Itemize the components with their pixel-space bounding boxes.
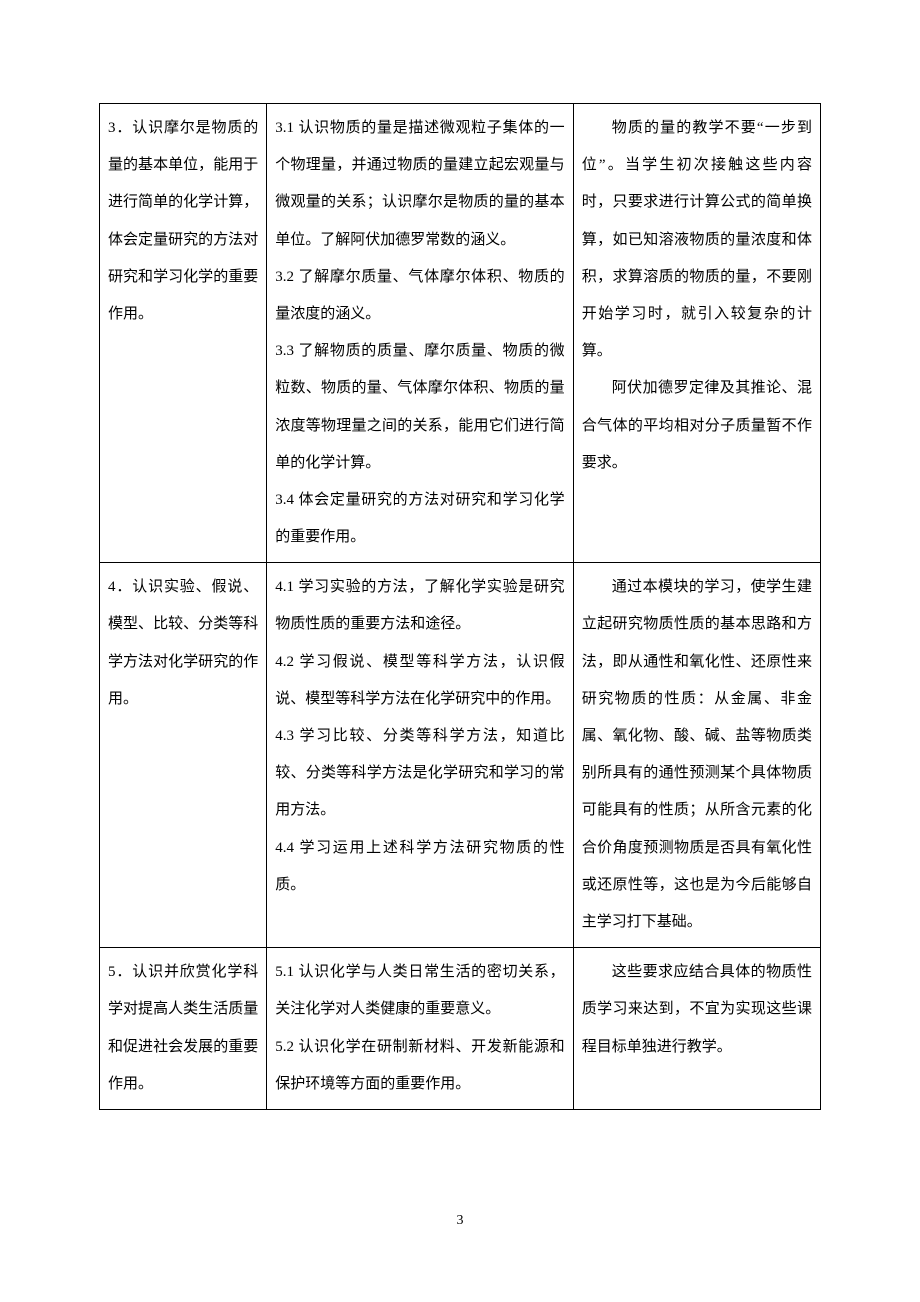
cell-paragraph: 5.1 认识化学与人类日常生活的密切关系，关注化学对人类健康的重要意义。 — [275, 954, 564, 1028]
cell-paragraph: 4.3 学习比较、分类等科学方法，知道比较、分类等科学方法是化学研究和学习的常用… — [275, 718, 564, 830]
curriculum-table: 3．认识摩尔是物质的量的基本单位，能用于进行简单的化学计算，体会定量研究的方法对… — [99, 103, 821, 1110]
cell-paragraph: 5.2 认识化学在研制新材料、开发新能源和保护环境等方面的重要作用。 — [275, 1029, 564, 1103]
table-cell-standard: 5．认识并欣赏化学科学对提高人类生活质量和促进社会发展的重要作用。 — [100, 948, 267, 1110]
cell-paragraph: 3.1 认识物质的量是描述微观粒子集体的一个物理量，并通过物质的量建立起宏观量与… — [275, 110, 564, 259]
cell-text: 5．认识并欣赏化学科学对提高人类生活质量和促进社会发展的重要作用。 — [108, 964, 258, 1092]
table-cell-standard: 4．认识实验、假说、模型、比较、分类等科学方法对化学研究的作用。 — [100, 563, 267, 948]
cell-paragraph: 阿伏加德罗定律及其推论、混合气体的平均相对分子质量暂不作要求。 — [582, 370, 812, 482]
table-cell-note: 这些要求应结合具体的物质性质学习来达到，不宜为实现这些课程目标单独进行教学。 — [573, 948, 820, 1110]
cell-text: 3．认识摩尔是物质的量的基本单位，能用于进行简单的化学计算，体会定量研究的方法对… — [108, 120, 258, 322]
cell-paragraph: 3.4 体会定量研究的方法对研究和学习化学的重要作用。 — [275, 482, 564, 556]
cell-paragraph: 3.2 了解摩尔质量、气体摩尔体积、物质的量浓度的涵义。 — [275, 259, 564, 333]
page-number: 3 — [0, 1213, 920, 1229]
table-cell-note: 通过本模块的学习，使学生建立起研究物质性质的基本思路和方法，即从通性和氧化性、还… — [573, 563, 820, 948]
table-row: 5．认识并欣赏化学科学对提高人类生活质量和促进社会发展的重要作用。 5.1 认识… — [100, 948, 821, 1110]
cell-paragraph: 4.2 学习假说、模型等科学方法，认识假说、模型等科学方法在化学研究中的作用。 — [275, 644, 564, 718]
table-row: 4．认识实验、假说、模型、比较、分类等科学方法对化学研究的作用。 4.1 学习实… — [100, 563, 821, 948]
cell-paragraph: 通过本模块的学习，使学生建立起研究物质性质的基本思路和方法，即从通性和氧化性、还… — [582, 569, 812, 941]
table-cell-detail: 3.1 认识物质的量是描述微观粒子集体的一个物理量，并通过物质的量建立起宏观量与… — [267, 104, 573, 563]
cell-paragraph: 这些要求应结合具体的物质性质学习来达到，不宜为实现这些课程目标单独进行教学。 — [582, 954, 812, 1066]
table-cell-detail: 4.1 学习实验的方法，了解化学实验是研究物质性质的重要方法和途径。 4.2 学… — [267, 563, 573, 948]
cell-text: 4．认识实验、假说、模型、比较、分类等科学方法对化学研究的作用。 — [108, 579, 258, 707]
cell-paragraph: 物质的量的教学不要“一步到位”。当学生初次接触这些内容时，只要求进行计算公式的简… — [582, 110, 812, 370]
table-cell-standard: 3．认识摩尔是物质的量的基本单位，能用于进行简单的化学计算，体会定量研究的方法对… — [100, 104, 267, 563]
table-row: 3．认识摩尔是物质的量的基本单位，能用于进行简单的化学计算，体会定量研究的方法对… — [100, 104, 821, 563]
table-cell-detail: 5.1 认识化学与人类日常生活的密切关系，关注化学对人类健康的重要意义。 5.2… — [267, 948, 573, 1110]
cell-paragraph: 4.4 学习运用上述科学方法研究物质的性质。 — [275, 830, 564, 904]
table-cell-note: 物质的量的教学不要“一步到位”。当学生初次接触这些内容时，只要求进行计算公式的简… — [573, 104, 820, 563]
cell-paragraph: 4.1 学习实验的方法，了解化学实验是研究物质性质的重要方法和途径。 — [275, 569, 564, 643]
cell-paragraph: 3.3 了解物质的质量、摩尔质量、物质的微粒数、物质的量、气体摩尔体积、物质的量… — [275, 333, 564, 482]
page-container: 3．认识摩尔是物质的量的基本单位，能用于进行简单的化学计算，体会定量研究的方法对… — [0, 0, 920, 1110]
